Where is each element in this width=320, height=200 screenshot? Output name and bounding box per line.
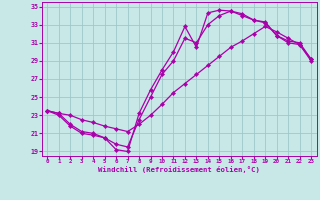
X-axis label: Windchill (Refroidissement éolien,°C): Windchill (Refroidissement éolien,°C) — [98, 166, 260, 173]
